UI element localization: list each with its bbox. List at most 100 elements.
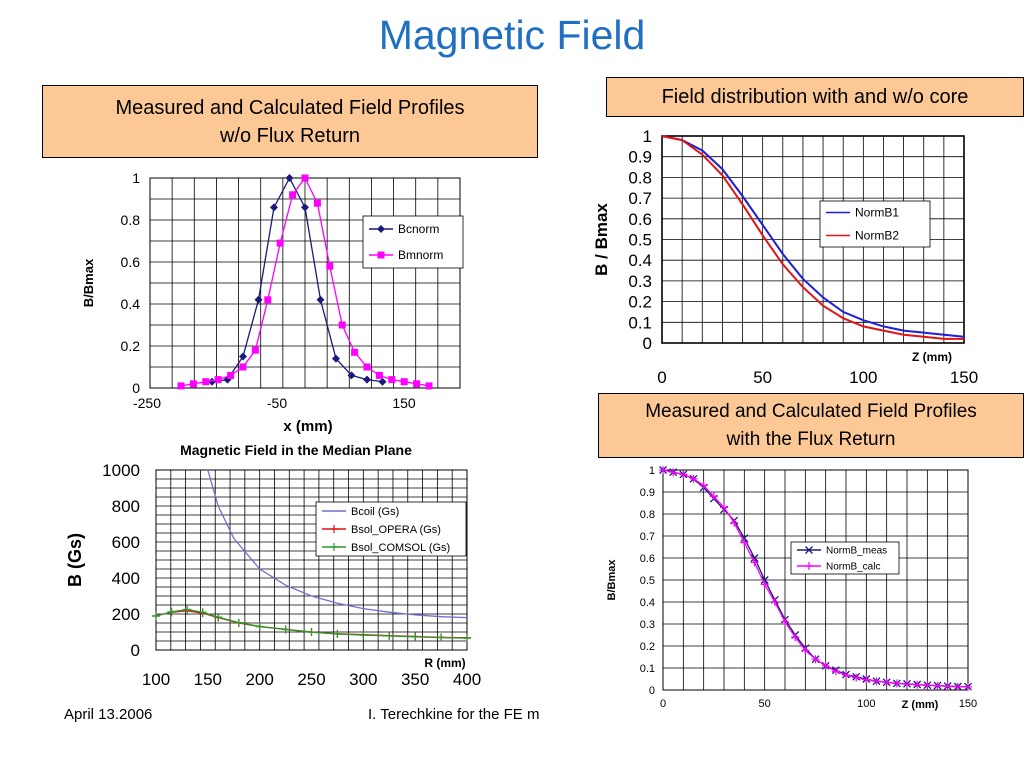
- chart3-ytick-label: 0: [131, 641, 140, 660]
- chart1-data-point: [413, 380, 421, 388]
- chart4-ytick-label: 0.4: [640, 597, 655, 609]
- chart3-ytick-label: 400: [112, 569, 140, 588]
- chart2-ytick-label: 0.2: [628, 293, 652, 312]
- chart1-xtick-label: -250: [133, 395, 161, 411]
- chart2-ytick-label: 0.1: [628, 313, 652, 332]
- chart4-ytick-label: 0.2: [640, 641, 655, 653]
- chart4-data-point: [699, 481, 708, 490]
- chart3-data-point: [437, 633, 446, 642]
- chart1-data-point: [363, 363, 371, 371]
- chart4-data-point: [689, 474, 698, 483]
- chart1-data-point: [285, 174, 294, 182]
- chart4-ytick-label: 0.6: [640, 553, 655, 565]
- chart2-ytick-label: 1: [643, 127, 652, 146]
- chart3-data-point: [198, 608, 207, 617]
- chart4-data-point: [892, 679, 901, 688]
- chart3-xtick-label: 150: [194, 670, 222, 689]
- chart3-legend-label: Bsol_COMSOL (Gs): [351, 542, 450, 554]
- chart2-series-1: [661, 135, 964, 340]
- chart2-ytick-label: 0.7: [628, 189, 652, 208]
- chart1-ytick-label: 0.6: [121, 254, 141, 270]
- chart4-data-point: [882, 678, 891, 687]
- chart3-data-point: [183, 605, 192, 614]
- chart4-data-point: [659, 466, 667, 474]
- chart4-data-point: [760, 580, 769, 589]
- chart1-legend-label: Bcnorm: [398, 222, 439, 236]
- chart3-ytick-label: 600: [112, 533, 140, 552]
- chart2-series-line: [661, 135, 965, 338]
- chart3-data-point: [152, 612, 160, 621]
- chart2-ytick-label: 0.9: [628, 148, 652, 167]
- chart1-xlabel: x (mm): [283, 418, 332, 435]
- chart4-data-point: [913, 680, 922, 689]
- chart1-data-point: [254, 295, 263, 304]
- chart3-xtick-label: 350: [401, 670, 429, 689]
- chart2-legend-label: NormB1: [855, 206, 899, 220]
- chart4-legend-marker: [805, 546, 813, 554]
- chart2-legend-box: [819, 200, 931, 248]
- chart1-legend-marker: [377, 251, 385, 259]
- chart3-legend-marker: [330, 525, 338, 533]
- chart2-ylabel: B / Bmax: [592, 203, 611, 276]
- chart3-xtick-label: 400: [453, 670, 481, 689]
- chart2-series-line: [661, 135, 964, 340]
- chart2-ytick-label: 0.4: [628, 251, 652, 270]
- callout-left-line2: w/o Flux Return: [219, 125, 361, 147]
- chart4-data-point: [709, 492, 718, 501]
- chart4-legend-marker: [805, 562, 813, 570]
- chart4-data-point: [943, 682, 952, 691]
- chart4-data-point: [842, 671, 850, 680]
- chart4-ytick-label: 1: [649, 465, 655, 477]
- chart2-xtick-label: 100: [849, 368, 877, 387]
- chart1-data-point: [177, 382, 185, 390]
- chart3-grid: [155, 469, 468, 651]
- chart2-ytick-label: 0: [643, 334, 652, 353]
- chart4-xtick-label: 100: [857, 698, 875, 710]
- chart1-xtick-label: -50: [267, 395, 287, 411]
- chart3-data-point: [281, 625, 290, 634]
- chart3-ytick-label: 800: [112, 497, 140, 516]
- chart3-plot-frame: [155, 469, 468, 651]
- chart1-ytick-label: 0.8: [121, 212, 141, 228]
- chart4-data-point: [872, 677, 881, 686]
- chart4-series-1: [659, 466, 972, 691]
- chart1-data-point: [347, 371, 356, 380]
- chart3-data-point: [385, 631, 394, 640]
- chart3-xlabel: R (mm): [424, 656, 465, 670]
- chart1-ytick-label: 1: [132, 170, 140, 186]
- chart4-series-line: [662, 469, 969, 688]
- chart1-data-point: [351, 348, 359, 356]
- footer-author: I. Terechkine for the FE m: [368, 706, 540, 723]
- chart1-legend-box: [362, 215, 464, 269]
- chart1-legend-label: Bmnorm: [398, 248, 443, 262]
- chart3-data-point: [411, 632, 420, 641]
- chart2-xlabel: Z (mm): [912, 350, 952, 364]
- chart4-plot-frame: [662, 469, 969, 691]
- chart3-data-point: [167, 607, 176, 616]
- chart1-data-point: [332, 354, 340, 363]
- chart3-xtick-label: 250: [297, 670, 325, 689]
- chart4-data-point: [770, 598, 779, 606]
- chart4-ylabel: B/Bmax: [606, 559, 618, 601]
- chart1-data-point: [375, 371, 383, 379]
- chart1-series-1: [177, 174, 433, 390]
- callout-topright-text: Field distribution with and w/o core: [661, 86, 969, 108]
- chart4-xtick-label: 50: [759, 698, 771, 710]
- chart2-ytick-label: 0.8: [628, 168, 652, 187]
- chart4-legend-label: NormB_calc: [826, 562, 880, 573]
- chart1-data-point: [239, 363, 247, 371]
- chart1-ytick-label: 0.2: [121, 338, 141, 354]
- chart4-data-point: [679, 470, 688, 479]
- chart1-data-point: [251, 346, 259, 354]
- chart2-xtick-label: 0: [657, 368, 666, 387]
- chart2-ytick-label: 0.3: [628, 272, 652, 291]
- chart1-data-point: [214, 376, 222, 384]
- chart4-ytick-label: 0.7: [640, 531, 655, 543]
- chart1-data-point: [289, 191, 297, 199]
- chart4-xtick-label: 150: [959, 698, 977, 710]
- chart3-data-point: [255, 622, 264, 631]
- chart1-data-point: [239, 352, 247, 361]
- chart3-xtick-label: 300: [349, 670, 377, 689]
- chart3-series-0: [207, 469, 468, 619]
- chart4-data-point: [781, 617, 789, 626]
